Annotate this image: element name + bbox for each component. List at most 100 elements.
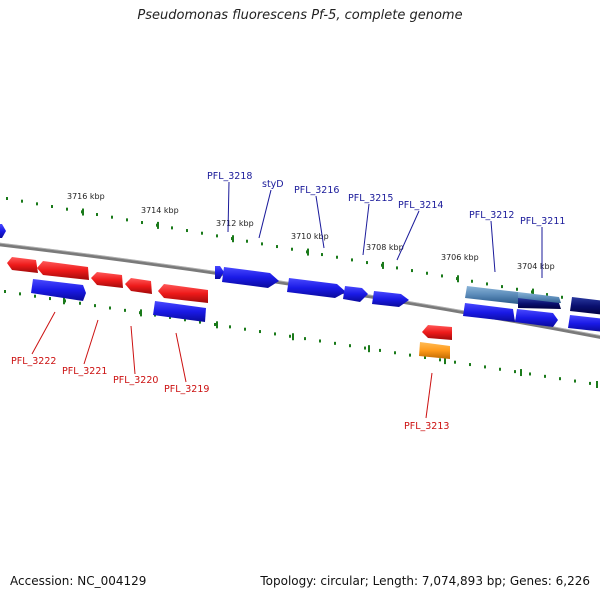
gene-arrow[interactable]: [0, 224, 6, 238]
gene-label-pfl3213[interactable]: PFL_3213: [404, 421, 449, 432]
track-dot: [36, 202, 38, 206]
track-dot: [261, 242, 263, 246]
track-dot: [589, 381, 591, 385]
genome-summary-text: Topology: circular; Length: 7,074,893 bp…: [260, 574, 590, 588]
gene-arrow-pfl3219[interactable]: [158, 284, 208, 303]
track-dot: [51, 205, 53, 209]
inner-dotted-track: [4, 290, 598, 388]
gene-arrow[interactable]: [463, 303, 515, 322]
track-dot: [409, 353, 411, 357]
gene-arrow-pfl3222[interactable]: [7, 257, 38, 273]
kbp-label-3716: 3716 kbp: [67, 192, 105, 201]
kbp-label-3706: 3706 kbp: [441, 253, 479, 262]
track-tick: [63, 297, 65, 305]
gene-arrow-pfl3213-orange[interactable]: [419, 342, 450, 359]
gene-arrow-pfl3211-dark[interactable]: [518, 298, 561, 309]
track-dot: [169, 315, 171, 319]
track-dot: [201, 231, 203, 235]
track-tick: [307, 248, 309, 256]
track-tick: [444, 357, 446, 365]
kbp-label-3712: 3712 kbp: [216, 219, 254, 228]
track-dot: [396, 266, 398, 270]
kbp-label-3708: 3708 kbp: [366, 243, 404, 252]
gene-label-pfl3218[interactable]: PFL_3218: [207, 171, 252, 182]
track-dot: [336, 255, 338, 259]
track-dot: [109, 306, 111, 310]
gene-label-pfl3212[interactable]: PFL_3212: [469, 210, 514, 221]
track-dot: [546, 293, 548, 297]
gene-label-styd[interactable]: styD: [262, 179, 284, 190]
track-dot: [246, 239, 248, 243]
gene-arrow-pfl3214[interactable]: [372, 291, 409, 307]
track-dot: [304, 337, 306, 341]
track-tick: [216, 321, 218, 329]
track-dot: [94, 304, 96, 308]
track-dot: [469, 363, 471, 367]
track-dot: [96, 213, 98, 217]
track-dot: [291, 247, 293, 251]
track-dot: [426, 271, 428, 275]
track-dot: [289, 334, 291, 338]
kbp-label-3710: 3710 kbp: [291, 232, 329, 241]
track-tick: [520, 369, 522, 377]
gene-arrow-pfl3213[interactable]: [422, 325, 452, 340]
track-dot: [34, 294, 36, 298]
accession-text: Accession: NC_004129: [10, 574, 147, 588]
gene-label-pfl3214[interactable]: PFL_3214: [398, 200, 443, 211]
gene-label-pfl3211[interactable]: PFL_3211: [520, 216, 565, 227]
gene-arrow-pfl3219-small[interactable]: [125, 278, 152, 294]
track-dot: [514, 370, 516, 374]
track-dot: [199, 320, 201, 324]
track-dot: [229, 325, 231, 329]
track-tick: [292, 333, 294, 341]
track-tick: [82, 208, 84, 216]
gene-arrow[interactable]: [153, 301, 206, 322]
track-dot: [66, 207, 68, 211]
track-dot: [19, 292, 21, 296]
gene-label-group-top: PFL_3218 styD PFL_3216 PFL_3215 PFL_3214…: [207, 171, 565, 278]
track-dot: [411, 269, 413, 273]
track-dot: [394, 351, 396, 355]
gene-arrow-pfl3218[interactable]: [215, 266, 224, 279]
track-dot: [561, 295, 563, 299]
track-dot: [259, 330, 261, 334]
gene-label-pfl3215[interactable]: PFL_3215: [348, 193, 393, 204]
track-dot: [574, 379, 576, 383]
track-dot: [6, 197, 8, 200]
gene-label-pfl3220[interactable]: PFL_3220: [113, 375, 158, 386]
track-dot: [351, 258, 353, 262]
gene-arrow-pfl3220[interactable]: [91, 272, 123, 288]
track-dot: [471, 279, 473, 283]
track-dot: [216, 234, 218, 238]
track-dot: [334, 341, 336, 345]
track-dot: [321, 253, 323, 257]
map-title: Pseudomonas fluorescens Pf-5, complete g…: [137, 8, 463, 23]
track-dot: [501, 285, 503, 289]
track-tick: [596, 381, 598, 388]
track-dot: [544, 374, 546, 378]
track-tick: [368, 345, 370, 353]
track-dot: [244, 327, 246, 331]
gene-label-pfl3222[interactable]: PFL_3222: [11, 356, 56, 367]
gene-arrow-pfl3221[interactable]: [37, 261, 89, 280]
track-dot: [124, 308, 126, 312]
track-dot: [4, 290, 6, 293]
gene-label-pfl3221[interactable]: PFL_3221: [62, 366, 107, 377]
gene-arrow-pfl3215[interactable]: [343, 286, 368, 302]
gene-arrow-styd[interactable]: [222, 267, 279, 288]
track-dot: [486, 282, 488, 286]
gene-arrow[interactable]: [31, 279, 86, 301]
track-dot: [184, 318, 186, 322]
track-dot: [111, 215, 113, 219]
track-dot: [439, 358, 441, 362]
gene-arrow[interactable]: [568, 315, 600, 332]
track-tick: [140, 309, 142, 317]
gene-arrow[interactable]: [515, 309, 558, 327]
gene-arrow-pfl3216[interactable]: [287, 278, 346, 298]
track-dot: [276, 245, 278, 249]
gene-label-pfl3216[interactable]: PFL_3216: [294, 185, 339, 196]
track-tick: [157, 221, 159, 229]
gene-arrow-pfl3212[interactable]: [465, 286, 518, 304]
gene-arrow-navy-right[interactable]: [570, 297, 600, 315]
gene-label-pfl3219[interactable]: PFL_3219: [164, 384, 209, 395]
